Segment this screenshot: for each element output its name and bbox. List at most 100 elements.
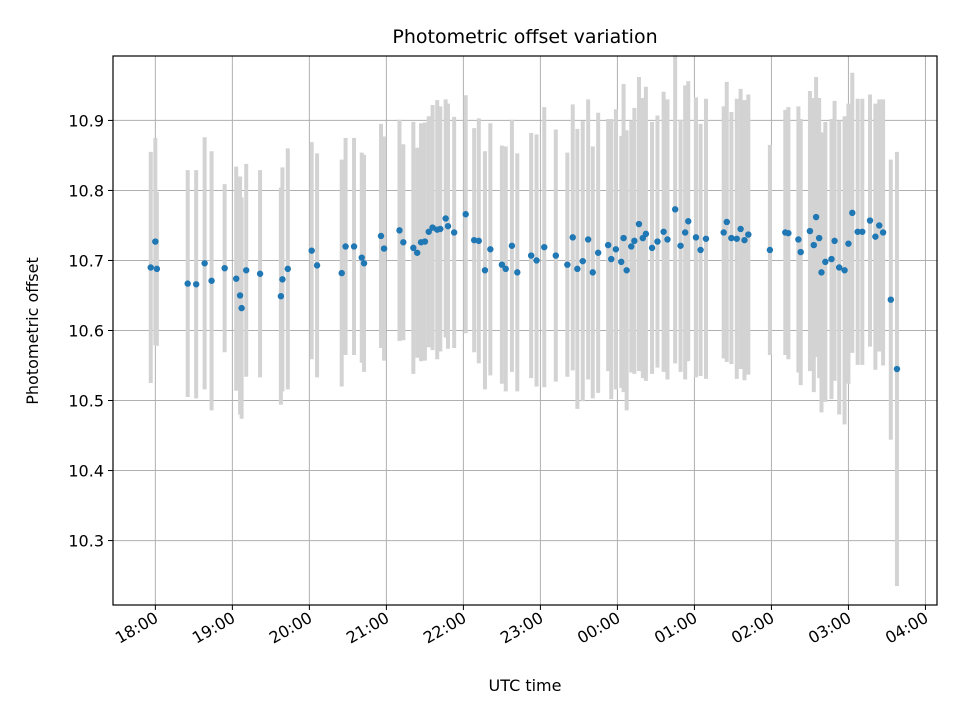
data-point [147,264,154,271]
data-point [835,264,843,271]
data-point [648,244,656,252]
data-point [859,228,866,235]
data-point [380,245,388,252]
data-point [893,365,901,373]
data-point [243,267,250,274]
data-point [815,234,823,242]
y-tick-label: 10.4 [68,462,104,481]
data-point [797,248,804,256]
data-point [502,265,509,273]
data-point [564,261,571,268]
data-point [723,218,730,226]
data-point [400,239,407,246]
data-point [828,255,835,263]
data-point [574,265,581,273]
data-point [421,238,429,245]
data-point [642,230,650,238]
data-point [342,243,349,250]
data-point [338,269,345,277]
y-tick-label: 10.7 [68,251,104,270]
data-point [720,229,727,236]
data-point [818,269,825,276]
data-point [741,236,748,244]
data-point [444,222,452,230]
data-point [277,292,285,300]
data-point [628,243,635,250]
data-point [413,249,421,256]
data-point [233,275,240,282]
data-point [425,228,432,235]
data-point [208,277,215,284]
data-point [201,260,208,267]
data-point [396,227,403,234]
data-point [514,269,521,276]
data-point [360,260,368,267]
data-point [728,234,735,242]
data-point [866,217,874,224]
data-point [377,232,385,240]
data-point [620,234,627,242]
data-point [702,235,710,242]
data-point [358,254,365,261]
data-point [481,267,489,274]
y-tick-label: 10.9 [68,111,104,130]
data-point [279,276,286,283]
data-point [256,270,264,277]
data-point [533,257,540,264]
data-point [552,252,560,259]
data-point [487,246,494,253]
data-point [812,213,820,221]
data-point [569,234,576,241]
chart-title: Photometric offset variation [392,26,657,48]
data-points [147,206,901,373]
data-point [498,261,506,268]
x-axis-label: UTC time [489,676,562,695]
data-point [845,240,852,247]
data-point [221,264,228,272]
data-point [849,209,856,217]
data-point [584,236,592,243]
data-point [671,206,679,213]
data-point [854,228,861,235]
data-point [612,246,620,253]
y-tick-label: 10.8 [68,181,104,200]
data-point [654,238,661,245]
data-point [664,236,671,243]
data-point [692,234,700,241]
data-point [579,257,586,265]
data-point [879,229,887,236]
data-point [876,222,883,229]
data-point [152,238,159,245]
data-point [618,258,625,266]
data-point [604,241,612,249]
data-point [806,227,814,235]
data-point [437,225,444,233]
data-point [527,252,535,259]
data-point [795,236,802,243]
y-tick-label: 10.3 [68,532,104,551]
data-point [623,267,630,274]
data-point [608,255,615,263]
data-point [841,267,848,274]
data-point [631,237,638,245]
y-axis-label: Photometric offset [23,257,42,405]
data-point [831,237,838,245]
data-point [238,304,245,312]
data-point [745,231,752,238]
data-point [153,265,161,273]
data-point [887,296,894,303]
data-point [313,262,321,269]
data-point [660,228,667,235]
data-point [822,258,829,266]
data-point [872,233,879,240]
y-tick-label: 10.6 [68,322,104,341]
data-point [284,265,292,273]
data-point [462,211,469,218]
data-point [810,241,817,249]
data-point [681,229,689,236]
data-point [733,235,740,242]
data-point [697,246,704,254]
data-point [541,243,548,251]
data-point [450,229,458,236]
